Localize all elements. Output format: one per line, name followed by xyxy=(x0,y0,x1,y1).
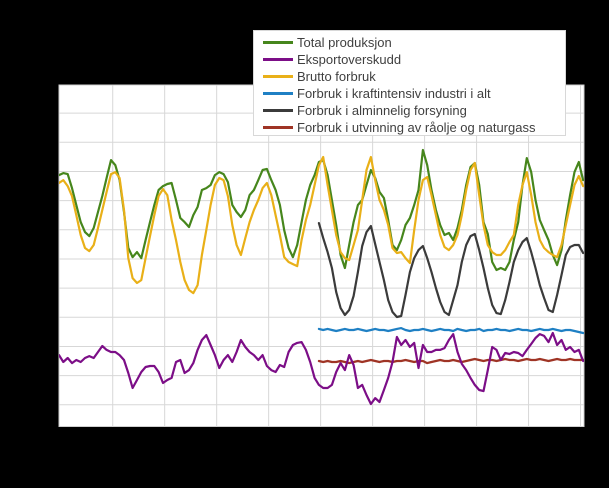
legend-item-total-produksjon[interactable]: Total produksjon xyxy=(254,34,565,51)
legend-item-brutto-forbruk[interactable]: Brutto forbruk xyxy=(254,68,565,85)
legend-label: Total produksjon xyxy=(297,35,392,50)
legend-item-eksportoverskudd[interactable]: Eksportoverskudd xyxy=(254,51,565,68)
legend-line-sample-icon xyxy=(263,75,293,78)
legend-item-utvinning-raaolje-naturgass[interactable]: Forbruk i utvinning av råolje og naturga… xyxy=(254,119,565,136)
series-line-1 xyxy=(59,331,584,406)
legend-label: Forbruk i alminnelig forsyning xyxy=(297,103,467,118)
series-line-4 xyxy=(317,222,584,319)
legend-line-sample-icon xyxy=(263,126,293,129)
legend-label: Brutto forbruk xyxy=(297,69,376,84)
series-line-3 xyxy=(317,327,584,335)
legend: Total produksjon Eksportoverskudd Brutto… xyxy=(253,30,566,136)
legend-item-kraftintensiv-industri[interactable]: Forbruk i kraftintensiv industri i alt xyxy=(254,85,565,102)
legend-label: Forbruk i kraftintensiv industri i alt xyxy=(297,86,491,101)
legend-line-sample-icon xyxy=(263,109,293,112)
legend-line-sample-icon xyxy=(263,41,293,44)
series-line-2 xyxy=(59,155,584,295)
legend-label: Eksportoverskudd xyxy=(297,52,402,67)
legend-line-sample-icon xyxy=(263,92,293,95)
legend-item-alminnelig-forsyning[interactable]: Forbruk i alminnelig forsyning xyxy=(254,102,565,119)
legend-line-sample-icon xyxy=(263,58,293,61)
legend-label: Forbruk i utvinning av råolje og naturga… xyxy=(297,120,536,135)
series-line-5 xyxy=(317,357,584,365)
